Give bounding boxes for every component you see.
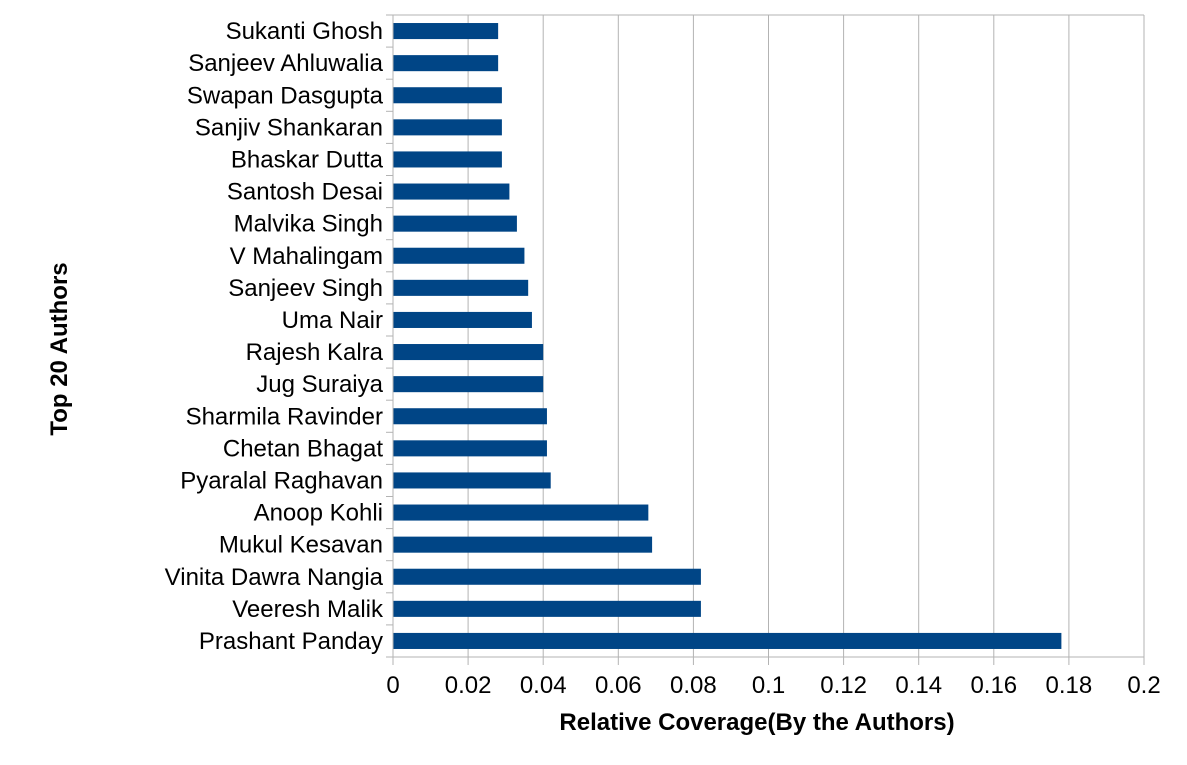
bar [393,440,547,457]
bar [393,472,551,489]
x-tick-label: 0.16 [970,672,1017,699]
bar [393,536,653,553]
bar [393,87,502,104]
x-tick-label: 0.04 [520,672,567,699]
bar [393,632,1062,649]
category-label: Malvika Singh [234,211,383,238]
bar [393,311,532,328]
bar [393,279,529,296]
bar [393,215,517,232]
category-label: Jug Suraiya [256,371,383,398]
x-tick-label: 0.1 [752,672,785,699]
category-label: Mukul Kesavan [219,532,383,559]
x-tick-label: 0.2 [1127,672,1160,699]
bar [393,344,544,361]
category-label: Sanjiv Shankaran [195,114,383,141]
bar [393,119,502,136]
category-label: Prashant Panday [199,628,383,655]
category-label: Sharmila Ravinder [186,403,383,430]
x-tick-label: 0.12 [820,672,867,699]
category-label: Anoop Kohli [254,500,383,527]
category-label: Veeresh Malik [232,596,384,623]
y-axis-title: Top 20 Authors [46,262,73,435]
bar [393,183,510,200]
bar [393,376,544,393]
category-label: Bhaskar Dutta [231,146,384,173]
category-label: Uma Nair [282,307,383,334]
x-tick-label: 0.08 [670,672,717,699]
bar [393,247,525,264]
category-label: V Mahalingam [230,243,383,270]
bar [393,568,701,585]
x-tick-labels: 0 0.02 0.04 0.06 0.08 0.1 0.12 0.14 0.16 0.18 0.2 [386,672,1160,699]
category-label: Pyaralal Raghavan [180,467,383,494]
category-label: Sanjeev Singh [228,275,383,302]
bar [393,23,499,40]
category-labels: Prashant Panday Veeresh Malik Vinita Dawra… [165,18,384,655]
category-label: Chetan Bhagat [223,435,383,462]
category-label: Santosh Desai [227,179,383,206]
bar [393,504,649,521]
x-tick-label: 0.14 [895,672,942,699]
category-label: Sanjeev Ahluwalia [188,50,383,77]
x-tick-label: 0.18 [1046,672,1093,699]
axes [386,14,1145,665]
category-label: Sukanti Ghosh [226,18,383,45]
category-label: Vinita Dawra Nangia [165,564,384,591]
bars [393,23,1062,649]
bar [393,55,499,72]
grid-lines [392,15,1145,657]
bar [393,600,701,617]
x-tick-label: 0.06 [595,672,642,699]
x-axis-title: Relative Coverage(By the Authors) [559,709,954,736]
bar [393,151,502,168]
x-tick-label: 0 [386,672,399,699]
category-label: Swapan Dasgupta [187,82,384,109]
x-tick-label: 0.02 [445,672,492,699]
bar [393,408,547,425]
category-label: Rajesh Kalra [246,339,384,366]
